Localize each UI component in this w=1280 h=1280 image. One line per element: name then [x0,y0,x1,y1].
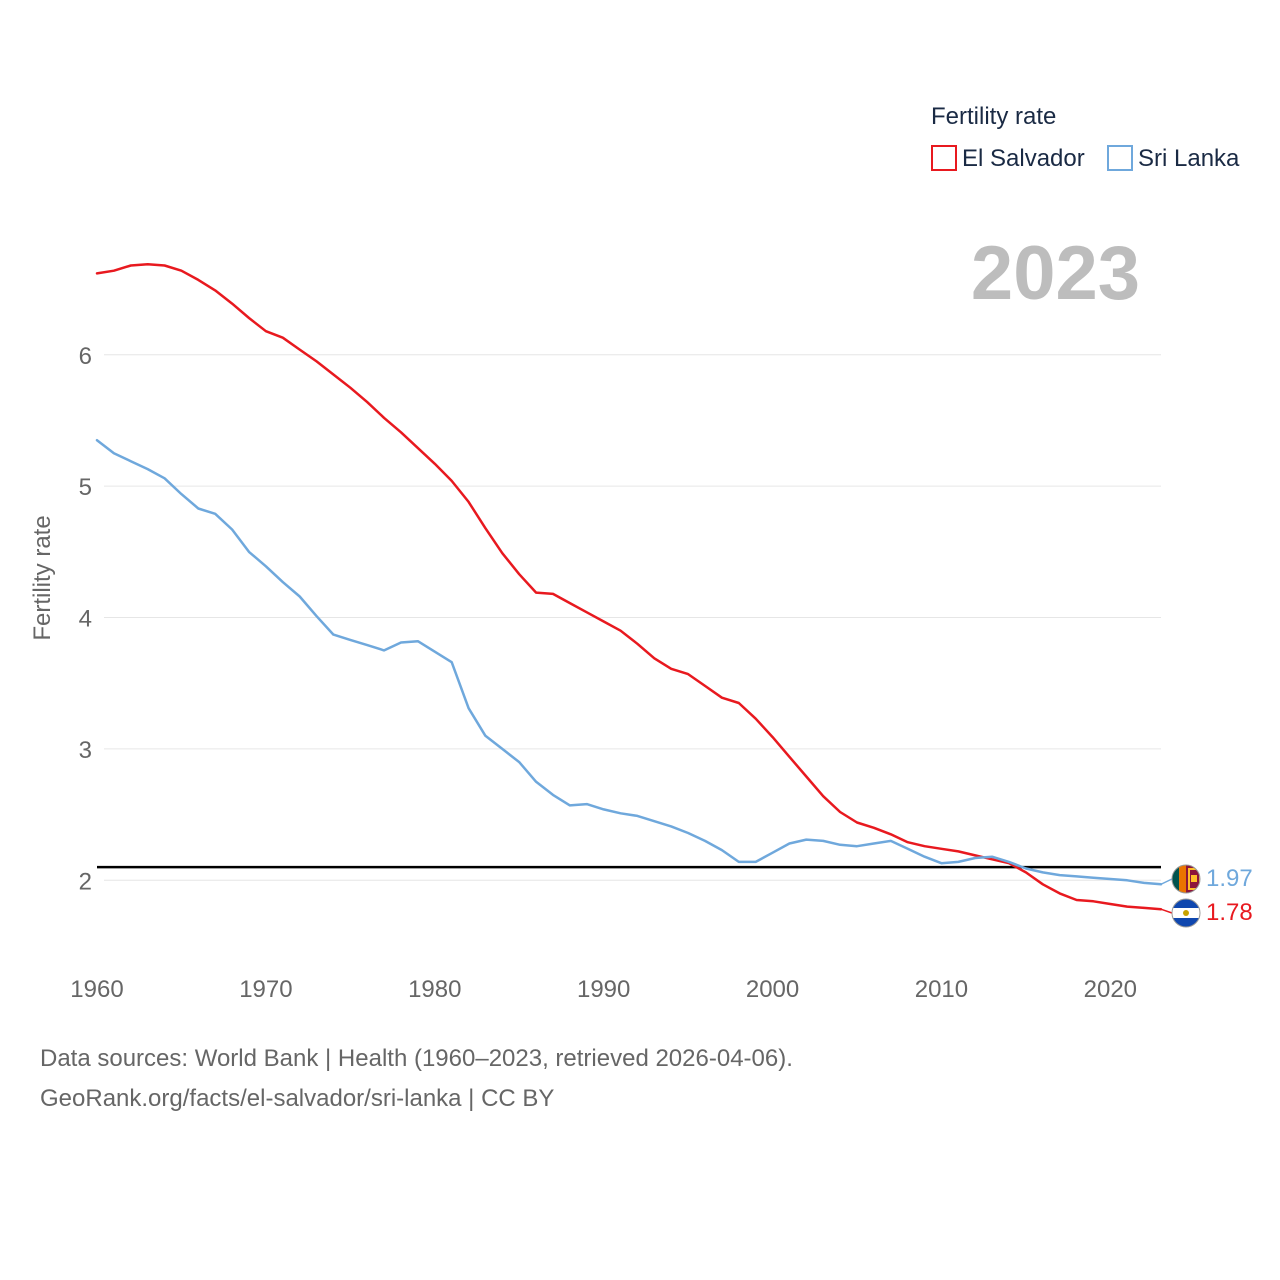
y-axis-ticks: 2 3 4 5 6 [79,343,92,896]
y-tick-label: 6 [79,343,92,370]
el-salvador-flag-icon [1172,899,1200,927]
sri-lanka-connector [1160,878,1173,885]
series-line-el-salvador[interactable] [95,262,1163,911]
gridlines [104,354,1161,881]
legend-item-el-salvador[interactable]: El Salvador [931,145,1085,172]
series-lines [95,262,1163,911]
x-tick-label: 1960 [70,976,123,1003]
el-salvador-end-value: 1.78 [1206,899,1253,926]
data-sources-note: Data sources: World Bank | Health (1960–… [40,1045,793,1072]
y-tick-label: 4 [79,606,92,633]
x-tick-label: 1980 [408,976,461,1003]
x-tick-label: 1990 [577,976,630,1003]
series-line-sri-lanka[interactable] [95,438,1163,886]
x-axis-ticks: 1960 1970 1980 1990 2000 2010 2020 [70,976,1137,1003]
sri-lanka-flag-icon [1172,865,1200,893]
y-tick-label: 3 [79,737,92,764]
legend-swatch-sri-lanka [1107,145,1133,171]
x-tick-label: 2010 [915,976,968,1003]
source-link[interactable]: GeoRank.org/facts/el-salvador/sri-lanka … [40,1085,555,1112]
el-salvador-connector [1160,908,1173,914]
x-tick-label: 2020 [1084,976,1137,1003]
y-tick-label: 2 [79,868,92,895]
sri-lanka-end-marker: 1.97 [1160,864,1253,894]
el-salvador-end-marker: 1.78 [1160,898,1253,928]
x-tick-label: 2000 [746,976,799,1003]
legend: Fertility rate El Salvador Sri Lanka [931,103,1240,172]
legend-label-el-salvador: El Salvador [962,145,1085,172]
legend-swatch-el-salvador [931,145,957,171]
sri-lanka-end-value: 1.97 [1206,865,1253,892]
fertility-rate-chart: 2 3 4 5 6 1960 1970 1980 1990 2000 2010 2020 Ferti… [29,103,1253,1003]
legend-title: Fertility rate [931,103,1056,130]
y-axis-label: Fertility rate [29,515,56,640]
x-tick-label: 1970 [239,976,292,1003]
year-label: 2023 [971,231,1140,316]
legend-label-sri-lanka: Sri Lanka [1138,145,1240,172]
legend-item-sri-lanka[interactable]: Sri Lanka [1107,145,1240,172]
y-tick-label: 5 [79,474,92,501]
